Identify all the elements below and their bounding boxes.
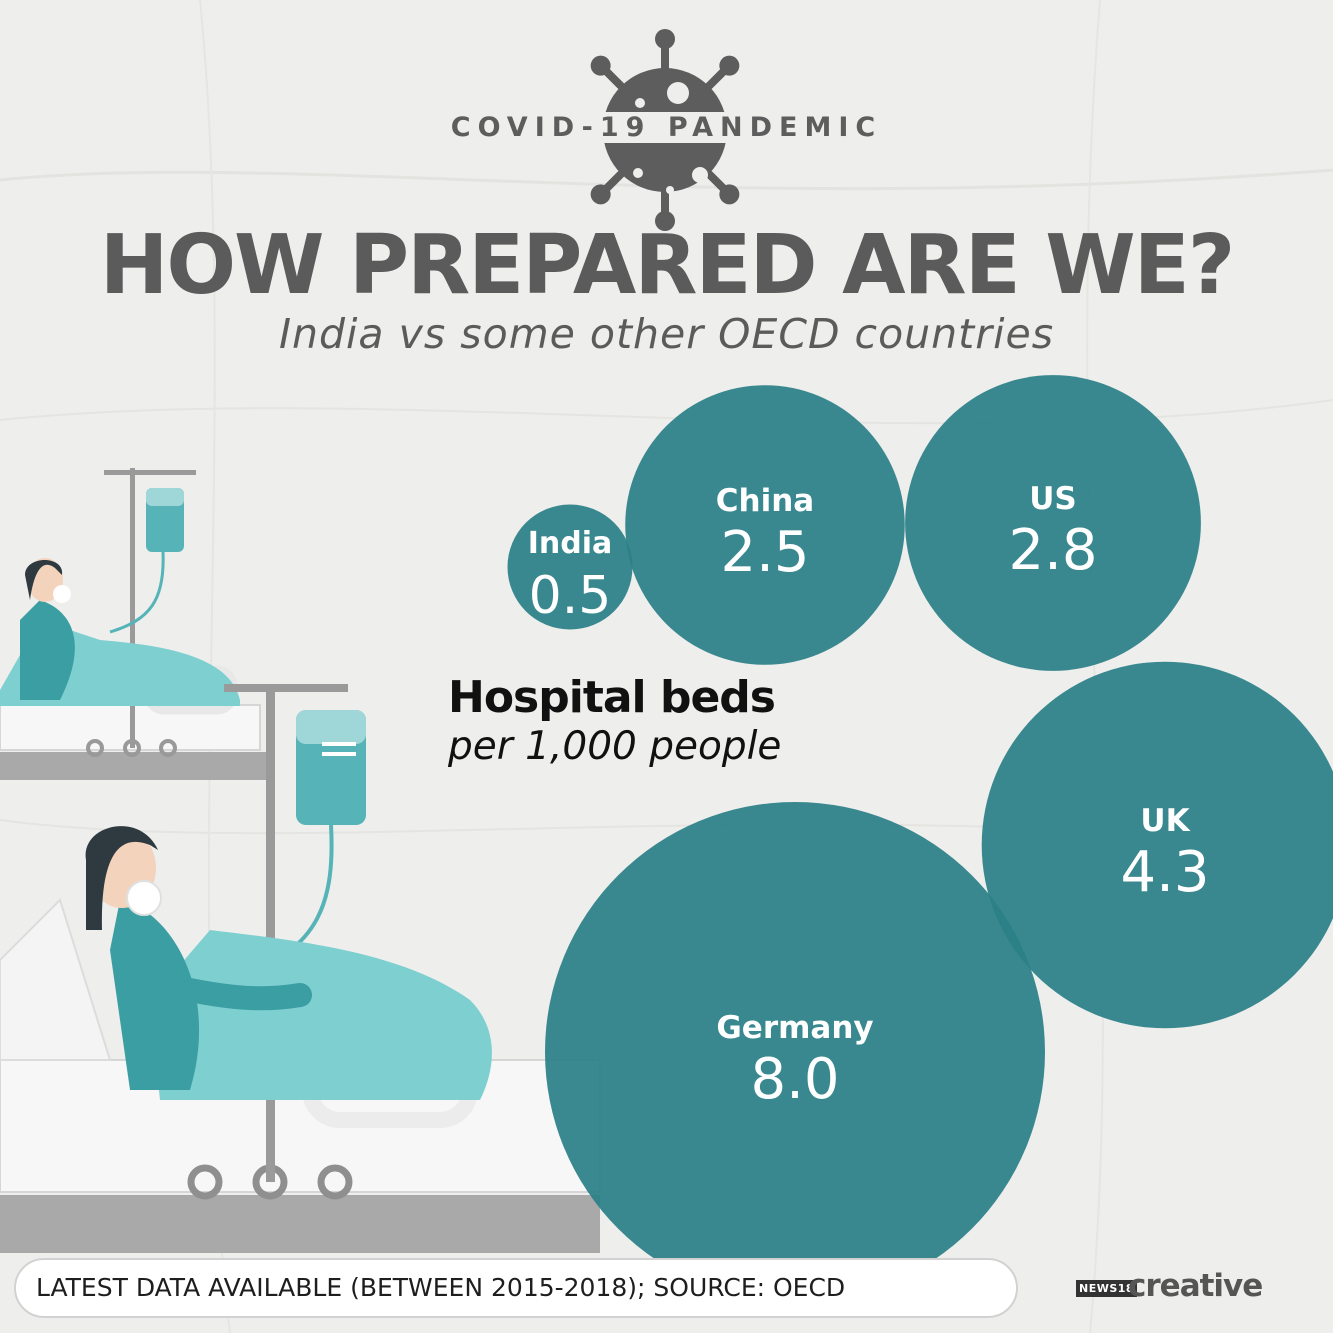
bubble-label-uk: UK <box>1140 803 1190 839</box>
bubble-value-china: 2.5 <box>720 520 809 585</box>
section-tag: COVID-19 PANDEMIC <box>0 112 1333 143</box>
bubble-value-germany: 8.0 <box>750 1047 839 1112</box>
bubble-uk <box>981 661 1333 1029</box>
bubble-germany <box>545 802 1045 1302</box>
bubble-label-germany: Germany <box>716 1010 873 1046</box>
bubble-india <box>507 504 633 630</box>
metric-unit: per 1,000 people <box>448 724 782 769</box>
bubble-label-india: India <box>528 526 613 561</box>
bubble-china <box>625 385 905 665</box>
bubble-us <box>905 375 1201 671</box>
metric-title: Hospital beds <box>448 672 776 723</box>
source-note: LATEST DATA AVAILABLE (BETWEEN 2015-2018… <box>14 1258 1018 1318</box>
page-subtitle: India vs some other OECD countries <box>278 310 1055 358</box>
bubble-label-us: US <box>1029 481 1077 517</box>
bubble-value-india: 0.5 <box>529 566 612 626</box>
metric-label: Hospital beds per 1,000 people <box>448 672 781 770</box>
page-title: HOW PREPARED ARE WE? <box>99 218 1236 313</box>
bubble-value-uk: 4.3 <box>1120 840 1209 905</box>
bubble-label-china: China <box>716 483 814 519</box>
brand-name: creative <box>1128 1268 1263 1304</box>
bubble-value-us: 2.8 <box>1008 518 1097 583</box>
hospital-bed-illustration <box>0 468 601 1253</box>
brand-network: NEWS18 <box>1076 1280 1138 1297</box>
